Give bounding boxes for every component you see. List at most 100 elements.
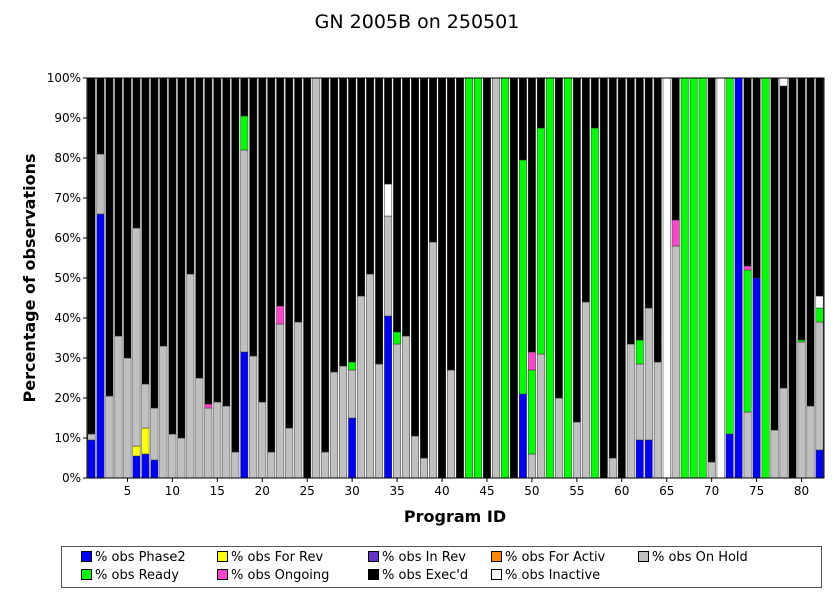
bar-7-execd-3 (141, 77, 150, 385)
bar-58-execd (599, 77, 608, 479)
bar-49-ready-1 (518, 159, 527, 395)
bar-16-execd-1 (222, 77, 231, 407)
bar-28-execd-1 (330, 77, 339, 373)
bar-18-execd-3 (240, 77, 249, 117)
bar-41-execd-1 (447, 77, 455, 371)
bar-57-execd-1 (590, 77, 599, 129)
bar-62-phase2 (635, 439, 644, 479)
bar-6-for_rev-1 (132, 445, 141, 457)
x-tick-label: 25 (300, 484, 315, 498)
bar-56-execd-1 (581, 77, 590, 303)
y-axis: 0% 10% 20% 30% 40% 50% 60% 70% 80% 90% 100% (47, 71, 87, 485)
x-tick-label: 60 (614, 484, 629, 498)
bar-34-execd-3 (384, 77, 393, 185)
bar-24-execd-1 (294, 77, 303, 323)
legend-swatch (491, 569, 502, 580)
bar-41-on_hold (447, 369, 455, 479)
legend-swatch (81, 569, 92, 580)
bar-17-on_hold (231, 451, 240, 479)
bar-34-on_hold-1 (384, 215, 393, 317)
bar-59-on_hold (608, 457, 617, 479)
bar-68-ready (689, 77, 698, 479)
legend-swatch (491, 551, 502, 562)
bar-35-ready-1 (393, 331, 402, 345)
bar-9-execd-1 (159, 77, 168, 347)
bar-60-execd (617, 77, 626, 479)
y-tick-label: 40% (54, 311, 81, 325)
legend-swatch (368, 551, 379, 562)
legend: % obs Phase2 % obs For Rev % obs In Rev % o… (61, 546, 822, 588)
bar-43-ready (465, 77, 473, 479)
bar-25-execd (303, 77, 312, 479)
legend-label: % obs Ongoing (231, 568, 330, 583)
bar-82-phase2 (815, 449, 824, 479)
bar-55-execd-1 (572, 77, 581, 423)
bar-53-on_hold (554, 397, 563, 479)
bar-37-on_hold (411, 435, 419, 479)
legend-item-ongoing: % obs Ongoing (217, 567, 329, 584)
x-tick-label: 20 (255, 484, 270, 498)
bar-2-on_hold-1 (96, 153, 105, 215)
legend-swatch (638, 551, 649, 562)
bar-32-on_hold (366, 273, 375, 479)
bar-13-on_hold (195, 377, 204, 479)
legend-label: % obs Inactive (505, 568, 601, 583)
bar-57-ready (590, 127, 599, 479)
bar-71-inactive (716, 77, 725, 479)
bar-72-phase2 (725, 433, 734, 479)
bar-17-execd-1 (231, 77, 240, 453)
bar-69-ready (698, 77, 707, 479)
bar-81-execd-1 (806, 77, 815, 407)
bar-10-execd-1 (168, 77, 177, 435)
bar-31-on_hold (357, 295, 366, 479)
legend-label: % obs In Rev (382, 550, 466, 565)
y-axis-label: Percentage of observations (20, 153, 39, 402)
bar-33-execd-1 (375, 77, 384, 365)
bar-1-execd-2 (87, 77, 96, 435)
bar-15-execd-1 (213, 77, 222, 403)
x-tick-label: 50 (524, 484, 539, 498)
bar-61-execd-1 (626, 77, 635, 345)
bar-28-on_hold (330, 371, 339, 479)
bar-48-execd (509, 77, 518, 479)
legend-swatch (81, 551, 92, 562)
x-tick-label: 65 (659, 484, 674, 498)
legend-item-phase2: % obs Phase2 (81, 549, 186, 566)
bar-1-on_hold-1 (87, 433, 96, 441)
x-tick-label: 55 (569, 484, 584, 498)
bar-16-on_hold (222, 405, 231, 479)
bar-10-on_hold (168, 433, 177, 479)
bar-23-execd-1 (285, 77, 294, 429)
bar-81-on_hold (806, 405, 815, 479)
bar-66-ongoing-1 (671, 219, 680, 247)
bar-12-execd-1 (186, 77, 195, 275)
legend-swatch (217, 569, 228, 580)
bar-3-execd-1 (105, 77, 114, 397)
bar-64-on_hold (653, 361, 662, 479)
bar-70-on_hold (707, 461, 716, 479)
bar-14-execd-2 (204, 77, 213, 405)
legend-label: % obs Ready (95, 568, 179, 583)
bar-36-execd-1 (402, 77, 411, 337)
x-tick-label: 10 (165, 484, 180, 498)
bar-62-on_hold-1 (635, 363, 644, 441)
bar-30-execd-3 (348, 77, 357, 363)
bar-62-ready-2 (635, 339, 644, 365)
bar-77-execd-1 (770, 77, 779, 431)
bar-70-execd-1 (707, 77, 716, 463)
bar-2-phase2 (96, 213, 105, 479)
legend-item-on_hold: % obs On Hold (638, 549, 748, 566)
bar-63-phase2 (644, 439, 653, 479)
bar-26-on_hold (312, 77, 321, 479)
bar-35-execd-2 (393, 77, 402, 333)
bar-19-on_hold (249, 355, 258, 479)
bar-75-phase2 (752, 277, 761, 479)
y-tick-label: 20% (54, 391, 81, 405)
bar-1-phase2 (87, 439, 96, 479)
bar-8-phase2 (150, 459, 159, 479)
bar-6-on_hold-2 (132, 227, 141, 447)
legend-label: % obs For Activ (505, 550, 606, 565)
bar-53-execd-1 (554, 77, 563, 399)
bar-50-ready-1 (527, 369, 536, 455)
bar-35-on_hold (393, 343, 402, 479)
